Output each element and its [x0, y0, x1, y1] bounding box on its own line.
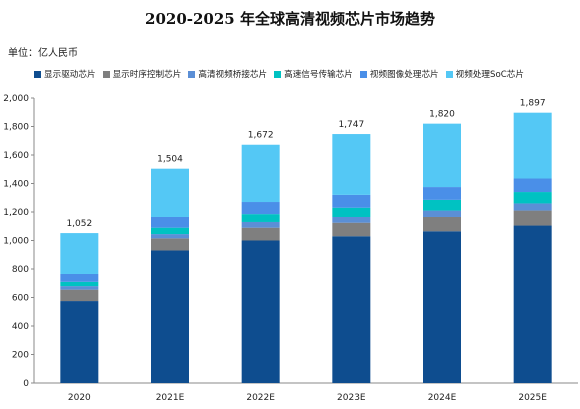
- bar-segment: [151, 234, 189, 239]
- bar-segment: [513, 178, 552, 193]
- bar-segment: [332, 207, 371, 217]
- bar-segment: [60, 281, 99, 287]
- y-tick-label: 200: [12, 351, 29, 361]
- legend-label: 显示时序控制芯片: [112, 70, 182, 80]
- total-data-label: 1,504: [157, 155, 183, 165]
- y-tick-label: 1,200: [3, 208, 29, 218]
- bar-segment: [151, 238, 189, 251]
- bar-segment: [241, 202, 280, 215]
- bar-segment: [423, 231, 461, 383]
- bar-segment: [60, 273, 99, 282]
- legend-item: 显示驱动芯片: [34, 68, 96, 80]
- unit-label: 单位：亿人民币: [8, 48, 78, 59]
- bar-segment: [151, 168, 189, 217]
- x-tick-label: 2023E: [337, 393, 366, 403]
- legend-swatch: [359, 70, 367, 78]
- bar-segment: [241, 227, 280, 241]
- bar-segment: [241, 240, 280, 383]
- bar-segment: [151, 250, 189, 383]
- bar-segment: [60, 301, 99, 383]
- total-data-label: 1,820: [429, 110, 455, 120]
- bar-segment: [332, 222, 371, 237]
- y-tick-label: 1,600: [3, 151, 29, 161]
- x-tick-label: 2024E: [428, 393, 457, 403]
- legend-item: 显示时序控制芯片: [102, 68, 182, 80]
- bar-segment: [423, 123, 461, 188]
- y-tick-label: 1,400: [3, 180, 29, 190]
- bar-segment: [60, 286, 99, 290]
- bar-segment: [423, 210, 461, 217]
- legend-item: 视频图像处理芯片: [359, 68, 439, 80]
- bar-segment: [513, 192, 552, 204]
- bar-segment: [513, 210, 552, 226]
- legend-item: 高速信号传输芯片: [274, 68, 353, 80]
- bar-segment: [151, 227, 189, 235]
- total-data-label: 1,897: [520, 99, 546, 109]
- y-tick-label: 0: [23, 379, 29, 389]
- legend-swatch: [274, 70, 282, 78]
- legend-swatch: [102, 70, 110, 78]
- y-tick-label: 600: [12, 294, 29, 304]
- legend-swatch: [34, 70, 41, 78]
- bar-segment: [423, 216, 461, 232]
- total-data-label: 1,052: [66, 219, 92, 229]
- total-data-label: 1,672: [248, 131, 274, 141]
- legend-label: 视频图像处理芯片: [369, 70, 439, 80]
- bar-segment: [332, 134, 371, 195]
- chart-title: 2020-2025 年全球高清视频芯片市场趋势: [145, 10, 435, 28]
- x-tick-label: 2021E: [156, 393, 185, 403]
- legend-swatch: [445, 70, 453, 78]
- bar-segment: [241, 144, 280, 203]
- bar-segment: [151, 216, 189, 228]
- bar-segment: [332, 236, 371, 383]
- bar-segment: [60, 233, 99, 274]
- legend-item: 视频处理SoC芯片: [445, 68, 524, 80]
- bar-segment: [241, 221, 280, 228]
- y-tick-label: 800: [12, 265, 29, 275]
- total-data-label: 1,747: [338, 120, 364, 130]
- y-tick-label: 1,800: [3, 123, 29, 133]
- legend-item: 高清视频桥接芯片: [188, 68, 267, 80]
- legend-label: 高速信号传输芯片: [284, 70, 353, 80]
- y-tick-label: 2,000: [3, 94, 29, 104]
- bar-segment: [423, 187, 461, 200]
- bar-segment: [423, 199, 461, 211]
- x-tick-label: 2025E: [518, 393, 547, 403]
- chart-legend: 显示驱动芯片 显示时序控制芯片 高清视频桥接芯片 高速信号传输芯片 视频图像处理芯片 视频…: [34, 68, 580, 80]
- bar-segment: [513, 112, 552, 179]
- legend-label: 显示驱动芯片: [44, 70, 96, 80]
- bar-segment: [241, 214, 280, 222]
- legend-label: 视频处理SoC芯片: [455, 70, 524, 80]
- y-tick-label: 1,000: [3, 237, 29, 247]
- x-tick-label: 2022E: [246, 393, 275, 403]
- legend-label: 高清视频桥接芯片: [198, 70, 268, 80]
- bar-segment: [332, 194, 371, 208]
- legend-swatch: [188, 70, 196, 78]
- bar-segment: [513, 225, 552, 383]
- bar-segment: [513, 203, 552, 211]
- x-tick-label: 2020: [68, 393, 91, 403]
- y-tick-label: 400: [12, 322, 29, 332]
- bar-segment: [332, 216, 371, 223]
- bar-segment: [60, 289, 99, 302]
